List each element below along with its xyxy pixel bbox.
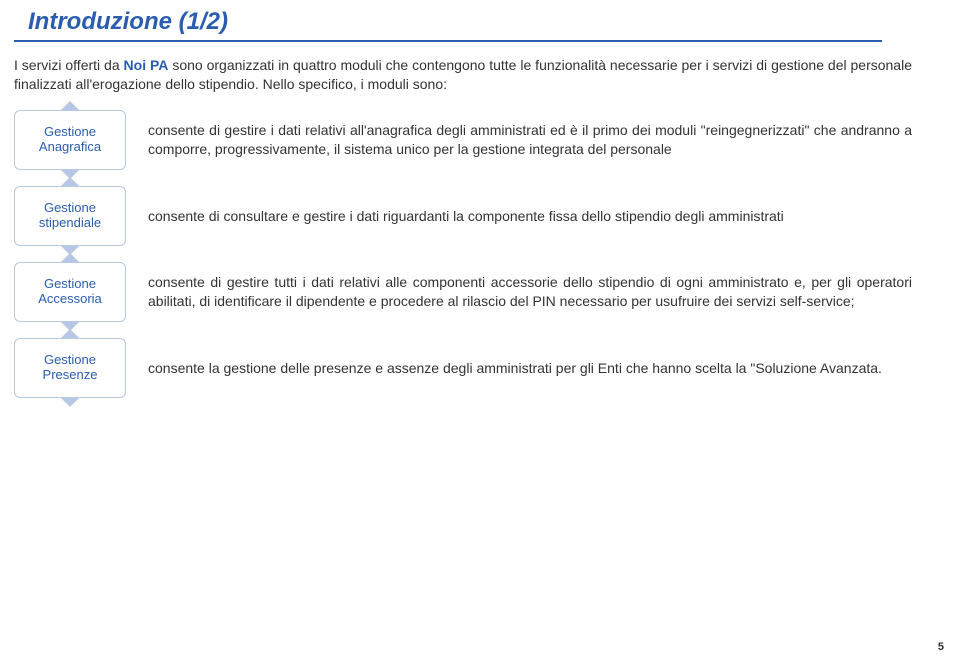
intro-paragraph: I servizi offerti da Noi PA sono organiz… xyxy=(14,56,912,94)
badge-line1: Gestione xyxy=(44,124,96,139)
section-stipendiale: Gestione stipendiale consente di consult… xyxy=(14,186,912,246)
intro-prefix: I servizi offerti da xyxy=(14,57,124,73)
section-anagrafica: Gestione Anagrafica consente di gestire … xyxy=(14,110,912,170)
badge-accessoria: Gestione Accessoria xyxy=(14,262,126,322)
desc-stipendiale: consente di consultare e gestire i dati … xyxy=(148,207,912,225)
desc-accessoria: consente di gestire tutti i dati relativ… xyxy=(148,273,912,310)
desc-presenze: consente la gestione delle presenze e as… xyxy=(148,359,912,377)
page-number: 5 xyxy=(938,641,944,653)
badge-line1: Gestione xyxy=(44,276,96,291)
badge-stipendiale: Gestione stipendiale xyxy=(14,186,126,246)
badge-anagrafica: Gestione Anagrafica xyxy=(14,110,126,170)
desc-anagrafica: consente di gestire i dati relativi all'… xyxy=(148,121,912,158)
badge-line1: Gestione xyxy=(44,352,96,367)
section-presenze: Gestione Presenze consente la gestione d… xyxy=(14,338,912,398)
section-accessoria: Gestione Accessoria consente di gestire … xyxy=(14,262,912,322)
badge-line2: Presenze xyxy=(43,367,98,382)
badge-line2: Accessoria xyxy=(38,291,102,306)
intro-brand: Noi PA xyxy=(124,57,169,73)
page-title: Introduzione (1/2) xyxy=(14,0,882,42)
badge-line1: Gestione xyxy=(44,200,96,215)
badge-line2: stipendiale xyxy=(39,215,101,230)
badge-presenze: Gestione Presenze xyxy=(14,338,126,398)
badge-line2: Anagrafica xyxy=(39,139,101,154)
